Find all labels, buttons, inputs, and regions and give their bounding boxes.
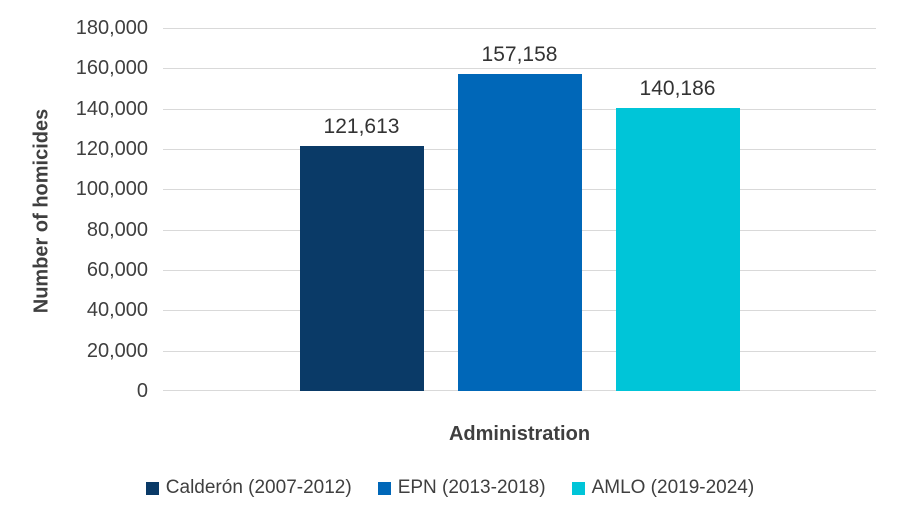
bar: [299, 145, 424, 391]
legend-item: EPN (2013-2018): [377, 477, 546, 499]
bar: [457, 74, 582, 391]
y-tick-label: 140,000: [75, 97, 148, 120]
legend-swatch: [377, 481, 391, 495]
bar-value-label: 121,613: [323, 114, 400, 138]
y-tick-label: 40,000: [86, 299, 148, 322]
y-tick-label: 60,000: [86, 259, 148, 281]
y-tick-label: 180,000: [75, 17, 148, 39]
bar-value-label: 157,158: [481, 43, 558, 67]
gridline: [163, 28, 876, 29]
bar-value-label: 140,186: [639, 77, 716, 101]
legend-swatch: [571, 481, 585, 495]
legend-swatch: [145, 481, 159, 495]
y-tick-label: 0: [136, 380, 148, 402]
gridline: [163, 68, 876, 70]
y-tick-label: 80,000: [86, 218, 148, 241]
y-tick-label: 120,000: [75, 138, 148, 160]
x-axis-title: Administration: [448, 423, 591, 445]
y-tick-label: 20,000: [86, 339, 148, 362]
legend-label: AMLO (2019-2024): [591, 477, 755, 498]
bar: [615, 108, 740, 391]
legend-item: AMLO (2019-2024): [571, 477, 755, 499]
y-tick-label: 160,000: [75, 57, 148, 80]
y-axis-ticks: 180,000 160,000 140,000 120,000 100,000 80,00…: [0, 0, 148, 420]
legend-item: Calderón (2007-2012): [145, 477, 352, 499]
legend: Calderón (2007-2012) EPN (2013-2018) AMLO …: [0, 477, 900, 499]
legend-label: Calderón (2007-2012): [165, 477, 352, 498]
y-tick-label: 100,000: [75, 178, 148, 201]
plot-area: 121,613 157,158 140,186: [163, 28, 876, 391]
legend-label: EPN (2013-2018): [397, 477, 546, 498]
